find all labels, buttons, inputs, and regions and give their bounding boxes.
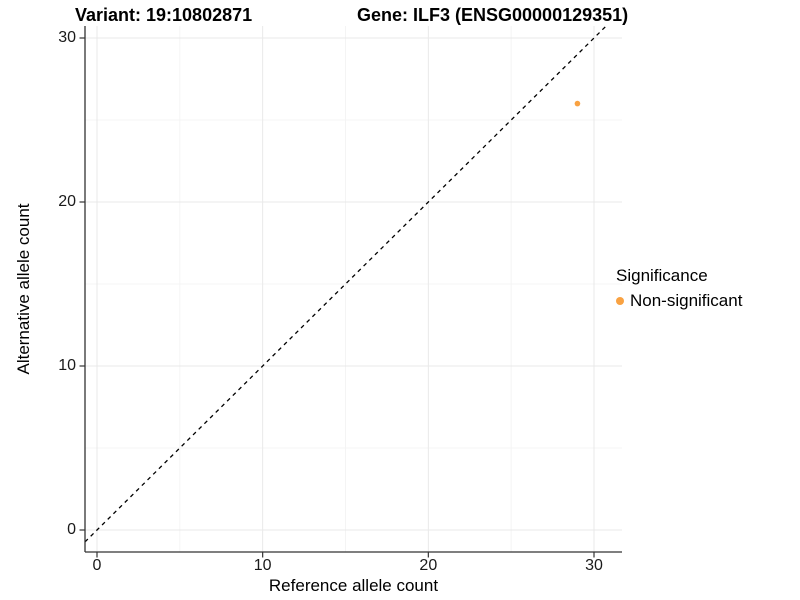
minor-gridlines [85,26,622,552]
identity-line [84,25,607,543]
x-tick-label: 20 [419,557,438,574]
y-tick-label: 30 [58,29,76,46]
reference-line-group [84,25,607,543]
y-tick-label: 0 [67,521,76,538]
legend-items: Non-significant [616,291,742,311]
y-tick-label: 10 [58,357,76,374]
legend-item: Non-significant [616,291,742,311]
data-points [574,100,581,107]
y-axis-title: Alternative allele count [14,203,33,375]
y-tick-label: 20 [58,193,76,210]
x-tick-label: 0 [92,557,102,574]
plot-title-gene: Gene: ILF3 (ENSG00000129351) [357,5,629,25]
legend-point-icon [616,297,624,305]
legend: Significance Non-significant [616,266,742,311]
x-axis-title: Reference allele count [268,576,439,595]
plot-title-variant: Variant: 19:10802871 [75,5,253,25]
legend-item-label: Non-significant [630,291,743,310]
major-gridlines [85,26,622,552]
tick-marks [79,37,595,558]
x-tick-label: 30 [585,557,603,574]
legend-title: Significance [616,266,708,285]
data-point [574,100,581,107]
x-tick-label: 10 [253,557,272,574]
axis-lines [84,26,622,553]
